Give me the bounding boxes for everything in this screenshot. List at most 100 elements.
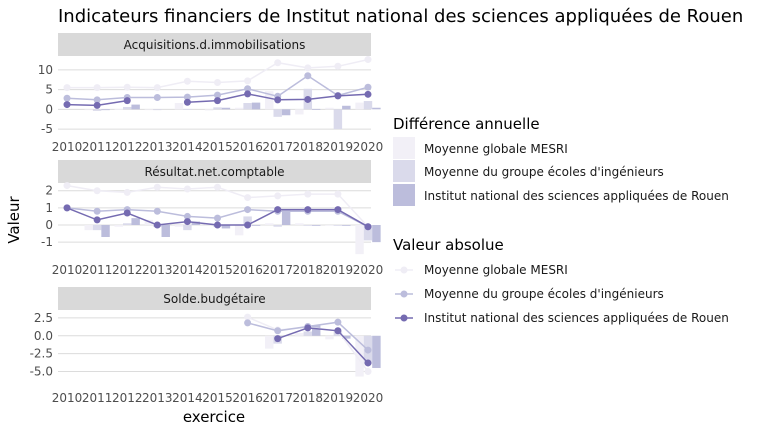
point-global [244, 313, 252, 321]
point-insa [304, 206, 312, 214]
point-insa [364, 359, 372, 367]
point-insa [93, 101, 101, 109]
y-tick-label: 1 [45, 201, 53, 215]
point-groupe [244, 85, 252, 93]
x-tick-label: 2019 [323, 391, 354, 405]
point-groupe [334, 318, 342, 326]
bar-diff-insa [221, 107, 231, 110]
point-groupe [364, 346, 372, 354]
bar-diff-global [325, 335, 334, 340]
bar-diff-global [84, 109, 93, 111]
point-insa [304, 95, 312, 103]
point-insa [63, 204, 71, 212]
x-tick-label: 2013 [142, 140, 173, 154]
facet-0: Acquisitions.d.immobilisations 10 5 0 -5 2010… [38, 33, 384, 154]
bar-diff-global [295, 332, 304, 336]
facet-strip-label: Acquisitions.d.immobilisations [124, 38, 306, 52]
legend-swatch-diff-groupe [393, 160, 415, 182]
bar-diff-groupe [123, 106, 132, 110]
point-global [214, 78, 222, 86]
point-insa [274, 96, 282, 104]
bar-diff-groupe [273, 225, 282, 227]
bar-diff-groupe [183, 225, 192, 231]
x-tick-label: 2015 [202, 140, 233, 154]
x-tick-label: 2010 [52, 263, 83, 277]
bar-diff-insa [251, 225, 261, 226]
legend-label-abs: Moyenne globale MESRI [424, 263, 568, 277]
x-tick-label: 2020 [353, 263, 384, 277]
bar-diff-global [234, 225, 244, 236]
point-groupe [274, 327, 282, 335]
y-tick-label: -5.0 [30, 365, 53, 379]
bar-diff-global [144, 109, 154, 111]
bar-diff-groupe [363, 101, 373, 110]
point-global [123, 188, 131, 196]
x-tick-label: 2011 [82, 391, 113, 405]
bar-diff-global [325, 107, 334, 110]
bar-diff-insa [161, 225, 170, 237]
bar-diff-global [295, 223, 304, 225]
bar-diff-groupe [333, 109, 343, 130]
x-tick-label: 2017 [262, 263, 293, 277]
bar-diff-global [234, 107, 244, 110]
bar-diff-groupe [363, 225, 373, 241]
bar-diff-global [355, 335, 364, 377]
y-axis-label: Valeur [5, 195, 23, 243]
bar-diff-insa [342, 105, 351, 110]
facet-strip [58, 33, 371, 56]
x-tick-label: 2018 [293, 140, 324, 154]
x-tick-label: 2013 [142, 263, 173, 277]
y-tick-label: 10 [38, 63, 53, 77]
point-groupe [244, 319, 252, 327]
bar-diff-global [265, 335, 274, 349]
bar-diff-insa [372, 225, 381, 243]
bar-diff-insa [312, 325, 321, 336]
bar-diff-insa [342, 335, 351, 339]
x-tick-label: 2016 [232, 263, 263, 277]
legend-abs-title: Valeur absolue [393, 236, 504, 254]
bar-diff-groupe [213, 107, 222, 110]
point-global [244, 194, 252, 202]
legend-label-diff: Moyenne globale MESRI [424, 142, 568, 156]
legend-diff-entries: Moyenne globale MESRI Moyenne du groupe é… [393, 137, 729, 206]
point-insa [63, 101, 71, 109]
x-tick-label: 2014 [172, 391, 203, 405]
facet-panels: Acquisitions.d.immobilisations1050-52010… [30, 33, 384, 405]
x-tick-label: 2017 [262, 140, 293, 154]
legend-point-groupe [400, 290, 408, 298]
bar-diff-groupe [183, 108, 192, 110]
point-global [93, 84, 101, 92]
x-tick-label: 2012 [112, 140, 143, 154]
x-tick-label: 2012 [112, 391, 143, 405]
point-global [183, 77, 191, 85]
x-tick-label: 2019 [323, 140, 354, 154]
point-groupe [63, 94, 71, 102]
point-groupe [364, 83, 372, 91]
bar-diff-groupe [273, 109, 282, 117]
y-tick-label: 0 [45, 218, 53, 232]
bar-diff-groupe [303, 331, 313, 336]
legend-label-diff: Moyenne du groupe écoles d'ingénieurs [424, 165, 664, 179]
x-tick-label: 2020 [353, 140, 384, 154]
legend-label-abs: Moyenne du groupe écoles d'ingénieurs [424, 287, 664, 301]
bar-diff-global [174, 225, 184, 227]
point-global [153, 84, 161, 92]
point-groupe [93, 207, 101, 215]
bar-diff-insa [372, 107, 381, 110]
bar-diff-groupe [153, 109, 162, 111]
bar-diff-groupe [243, 216, 252, 225]
facet-strip-label: Résultat.net.comptable [144, 165, 284, 179]
x-tick-label: 2010 [52, 391, 83, 405]
bar-diff-insa [101, 109, 110, 111]
point-insa [274, 335, 282, 343]
facet-strip-label: Solde.budgétaire [163, 292, 265, 306]
y-tick-label: -1 [41, 235, 53, 249]
x-tick-label: 2019 [323, 263, 354, 277]
x-tick-label: 2011 [82, 140, 113, 154]
x-tick-label: 2020 [353, 391, 384, 405]
bar-diff-global [114, 225, 124, 227]
bar-diff-global [204, 109, 214, 111]
point-global [334, 62, 342, 70]
bar-diff-insa [251, 102, 261, 110]
